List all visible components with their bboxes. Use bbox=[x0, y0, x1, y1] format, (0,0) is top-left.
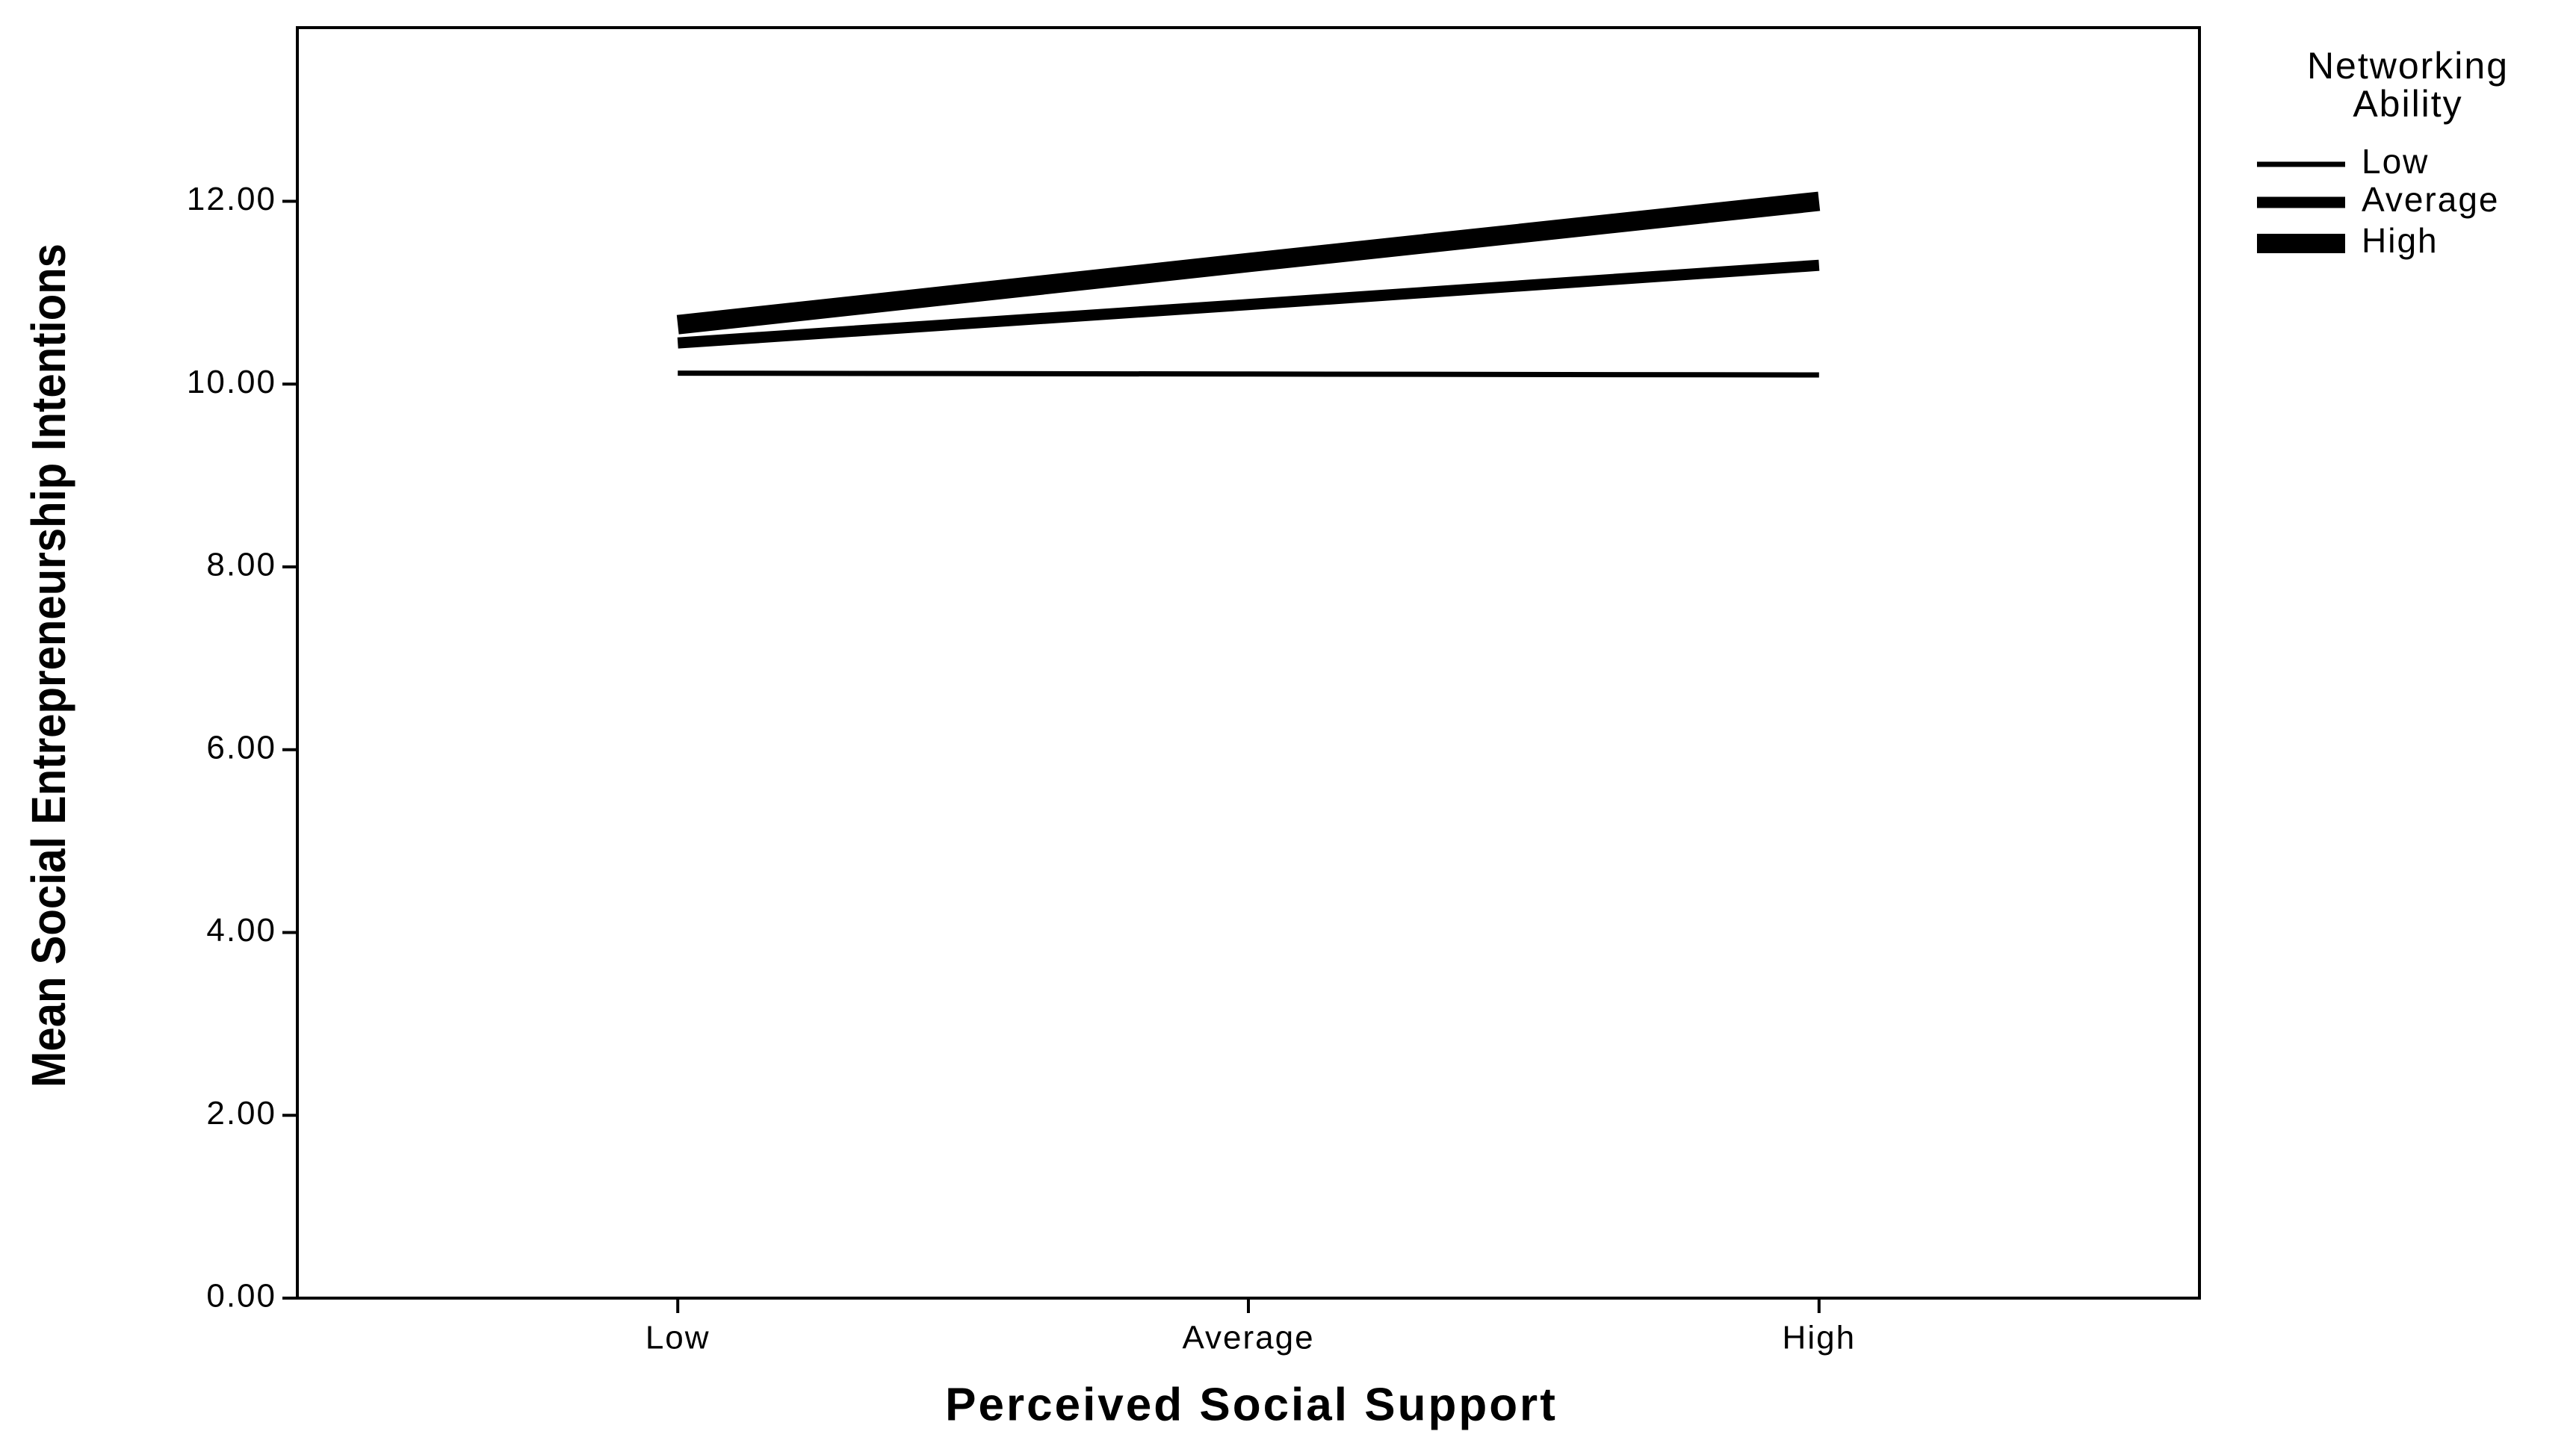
x-tick-label: Average bbox=[1182, 1320, 1314, 1356]
x-tick-label: High bbox=[1783, 1320, 1857, 1356]
legend-title: Networking Ability bbox=[2307, 45, 2509, 125]
legend-label: High bbox=[2362, 221, 2439, 260]
y-tick-label: 8.00 bbox=[206, 547, 276, 583]
y-tick-label: 6.00 bbox=[206, 729, 276, 766]
y-tick-label: 12.00 bbox=[187, 181, 276, 217]
x-tick-label: Low bbox=[645, 1320, 710, 1356]
series-line bbox=[678, 370, 1819, 378]
y-axis-title: Mean Social Entrepreneurship Intentions bbox=[22, 243, 75, 1087]
series-line bbox=[677, 259, 1820, 349]
series-line bbox=[676, 191, 1821, 335]
x-axis-title: Perceived Social Support bbox=[945, 1379, 1558, 1430]
y-tick-label: 2.00 bbox=[206, 1095, 276, 1132]
legend-label: Average bbox=[2362, 180, 2500, 219]
y-tick-label: 4.00 bbox=[206, 912, 276, 949]
legend-label: Low bbox=[2362, 142, 2429, 181]
y-tick-label: 10.00 bbox=[187, 364, 276, 400]
y-tick-label: 0.00 bbox=[206, 1278, 276, 1315]
plot-frame bbox=[296, 26, 2201, 1300]
